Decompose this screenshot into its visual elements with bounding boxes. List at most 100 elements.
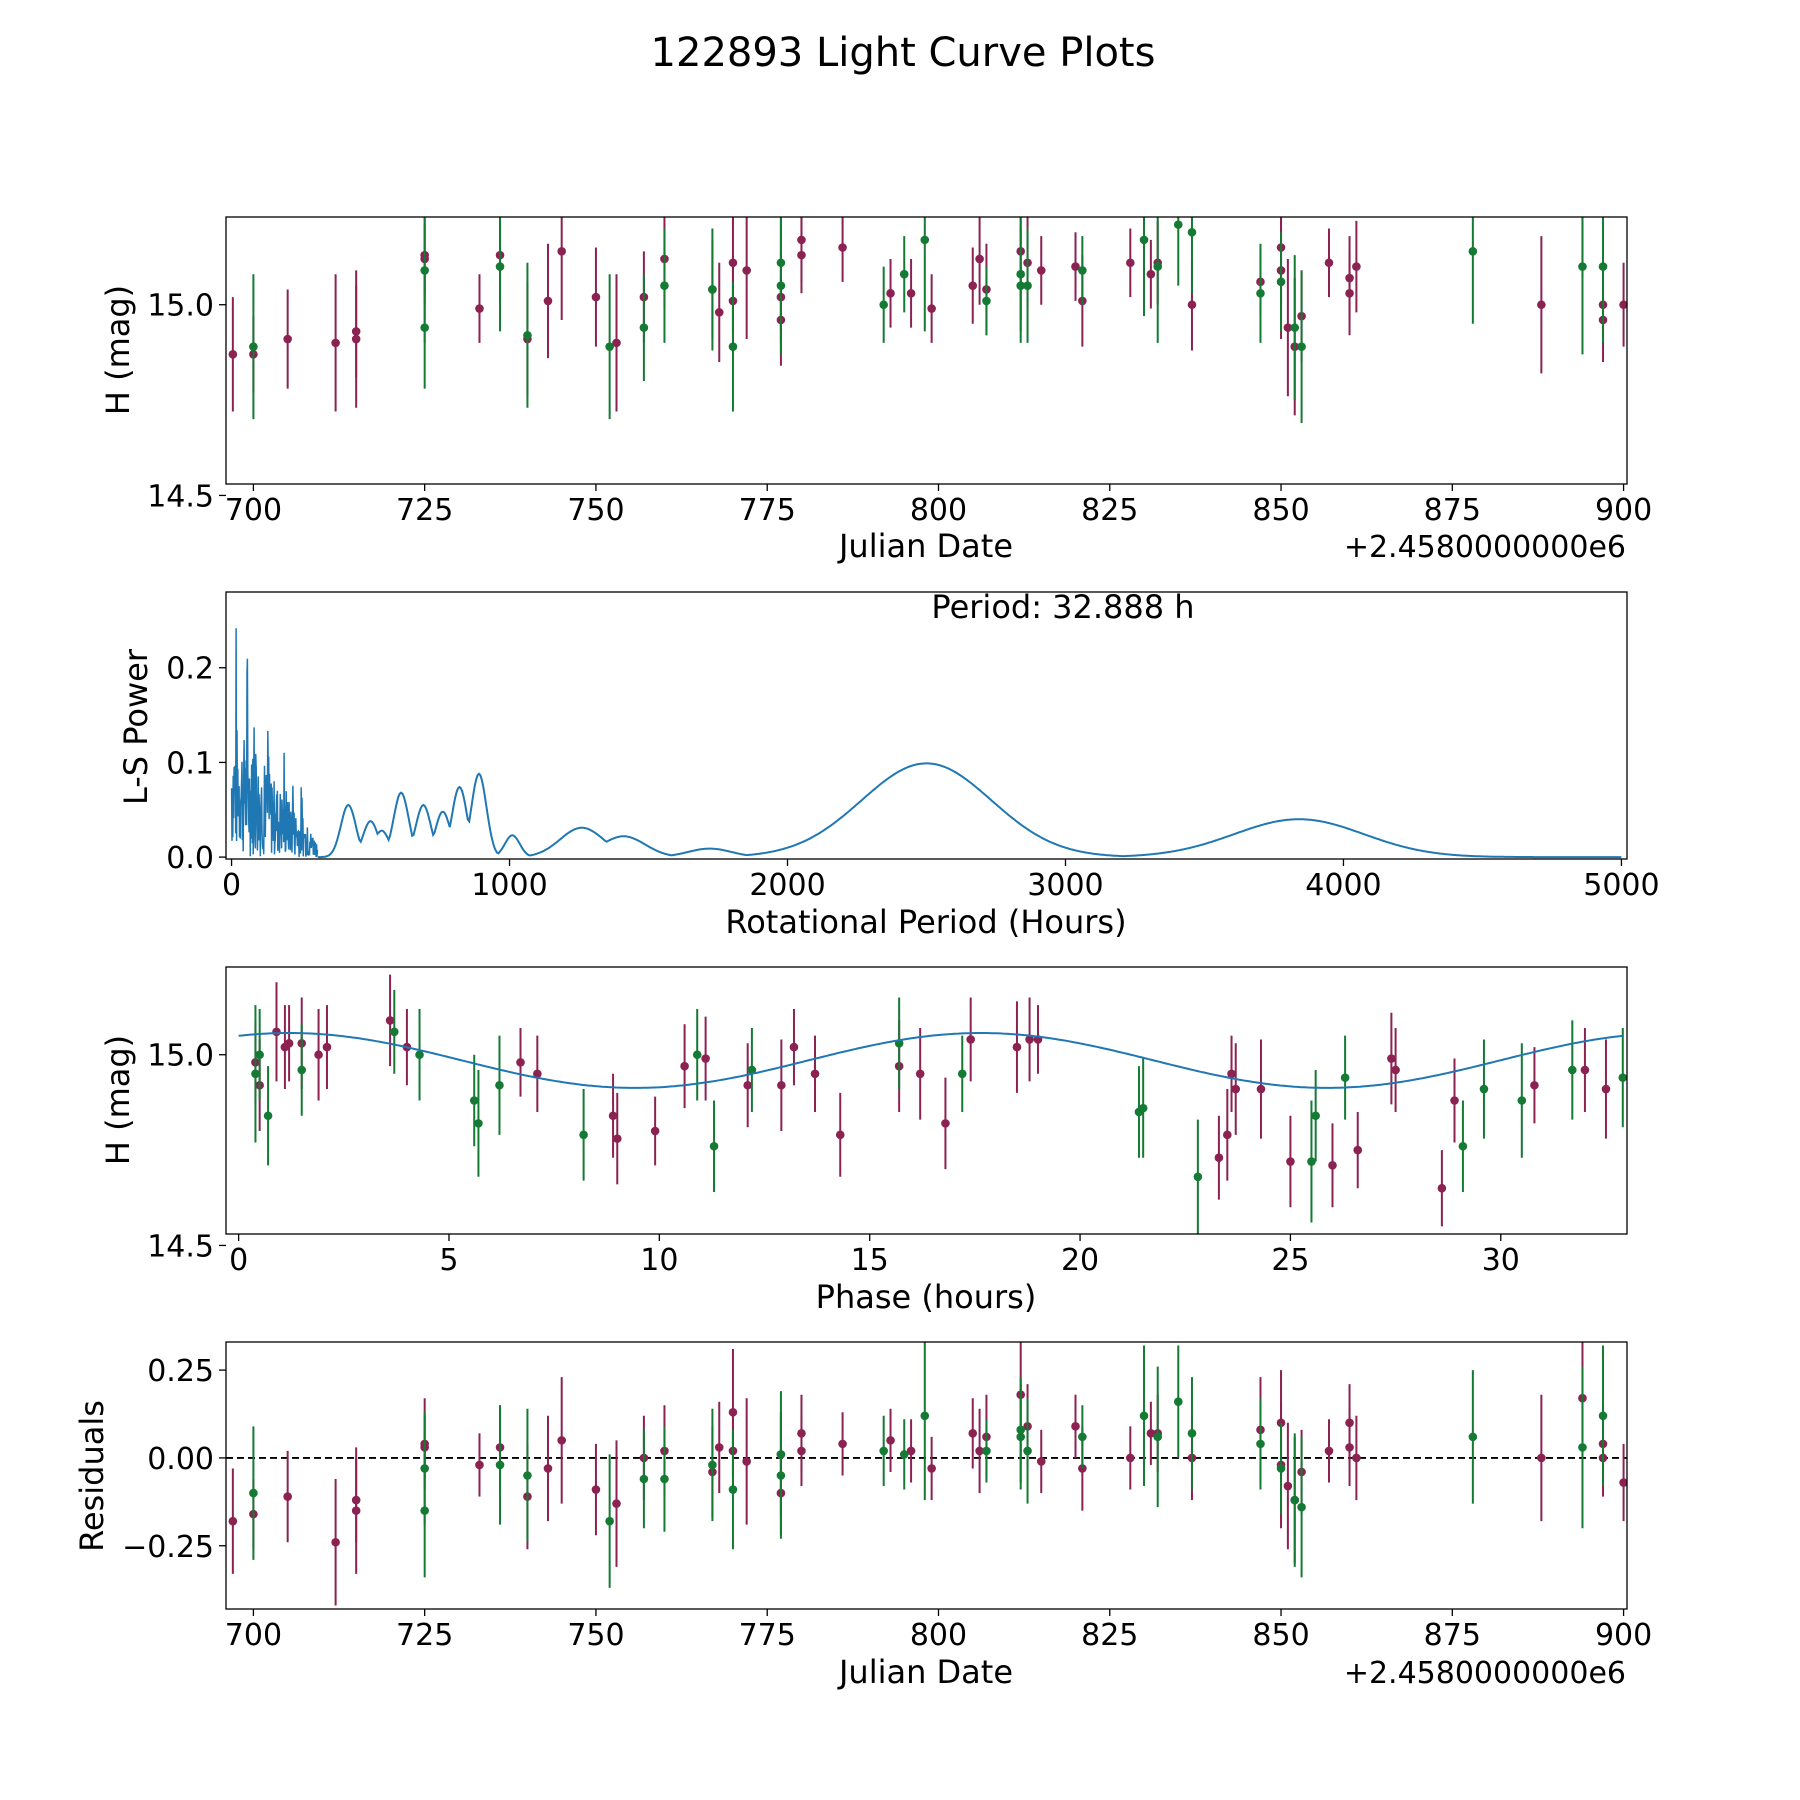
band-magenta-point [742,266,751,275]
band-magenta-point [1345,1443,1354,1452]
band-green-point [899,269,909,279]
band-magenta-point [608,1111,618,1121]
periodogram-frame [225,591,1628,860]
band-magenta-point [612,338,621,348]
lightcurve-xtick-label: 800 [910,493,967,528]
band-green-point [1016,1425,1025,1435]
band-green-point [495,1080,504,1090]
band-green-point [1578,262,1587,271]
band-magenta-point [1328,1161,1337,1170]
band-green-point [1290,1495,1300,1505]
band-green-point [1479,1084,1489,1094]
periodogram-xtick-label: 3000 [1027,868,1103,903]
band-green-point [389,1027,399,1037]
band-magenta-point [941,1119,950,1128]
band-green-point [660,1474,669,1484]
band-green-point [982,296,991,306]
band-magenta-point [331,338,340,348]
band-green-point [1173,220,1183,229]
band-green-point [1078,266,1087,275]
band-magenta-point [1256,1084,1266,1094]
periodogram-xlabel: Rotational Period (Hours) [725,903,1126,941]
band-magenta-point [838,1439,847,1449]
lightcurve-frame [225,216,1628,485]
band-green-point [1517,1096,1527,1105]
band-magenta-point [1537,300,1546,310]
band-green-point [1468,1432,1478,1442]
band-magenta-point [966,1035,975,1044]
band-green-point [899,1450,909,1459]
band-magenta-point [1227,1069,1236,1079]
band-magenta-point [331,1537,340,1547]
band-green-point [1153,1432,1163,1442]
band-green-point [1307,1157,1316,1166]
residuals-xtick-label: 875 [1424,1618,1481,1653]
band-green-point [579,1130,588,1140]
phased-xtick-label: 25 [1271,1243,1309,1278]
band-green-point [957,1069,967,1079]
band-magenta-point [1530,1080,1539,1090]
band-green-point [1023,1446,1032,1456]
periodogram-ytick-label: 0.1 [166,746,214,781]
band-magenta-point [557,1436,566,1445]
band-green-point [249,342,258,351]
band-green-point [728,1485,738,1494]
residuals-xtick-label: 900 [1595,1618,1652,1653]
band-green-point [1256,1439,1265,1449]
band-magenta-point [714,308,724,317]
band-green-point [605,1516,614,1526]
periodogram-xtick-label: 0 [222,868,241,903]
periodogram-xtick-label: 4000 [1305,868,1381,903]
band-magenta-point [351,1495,361,1505]
band-magenta-point [591,1485,601,1494]
light-curve-ylabel: H (mag) [99,285,137,415]
band-green-point [1153,262,1163,271]
band-magenta-point [1324,258,1334,268]
band-magenta-point [1352,1453,1361,1463]
band-green-point [1173,1397,1183,1407]
band-magenta-point [915,1069,925,1079]
band-green-point [982,1446,991,1456]
band-green-point [1139,235,1149,245]
band-magenta-point [351,327,361,336]
residuals-offset-text: +2.4580000000e6 [1344,1656,1626,1691]
band-magenta-point [283,1492,292,1501]
band-green-point [747,1065,757,1075]
periodogram-curve [317,762,1622,859]
band-green-point [1568,1065,1577,1075]
band-magenta-point [1580,1065,1590,1075]
residuals-xtick-label: 825 [1081,1618,1138,1653]
band-green-point [1297,1502,1306,1512]
period-annotation: Period: 32.888 h [931,588,1194,626]
residuals-xlabel: Julian Date [837,1653,1013,1691]
periodogram-xtick-label: 5000 [1583,868,1659,903]
band-magenta-point [789,1042,799,1052]
light-curve-panel: Julian Date +2.4580000000e6 H (mag) 700 7… [99,216,1652,565]
band-green-point [1139,1411,1149,1421]
band-magenta-point [927,304,936,313]
periodogram-ytick-label: 0.0 [166,841,214,876]
phased-ytick-label: 15.0 [147,1039,214,1074]
band-magenta-point [1025,1035,1034,1044]
band-magenta-point [886,288,895,298]
periodogram-xtick-label: 1000 [471,868,547,903]
phased-plot-area [238,974,1627,1234]
residuals-ylabel: Residuals [73,1400,111,1552]
band-green-point [249,1488,258,1498]
band-green-point [692,1050,702,1060]
band-magenta-point [1223,1130,1232,1140]
band-magenta-point [1324,1446,1334,1456]
band-green-point [605,342,614,351]
band-magenta-point [714,1443,724,1452]
band-green-point [920,1411,930,1421]
band-green-point [1618,1073,1627,1082]
band-magenta-point [968,281,978,290]
band-green-point [776,1471,786,1480]
band-green-point [1187,1429,1197,1438]
band-green-point [415,1050,424,1060]
band-green-point [420,1506,429,1515]
phased-xtick-label: 10 [640,1243,678,1278]
band-magenta-point [927,1464,936,1473]
phased-ylabel: H (mag) [99,1035,137,1165]
